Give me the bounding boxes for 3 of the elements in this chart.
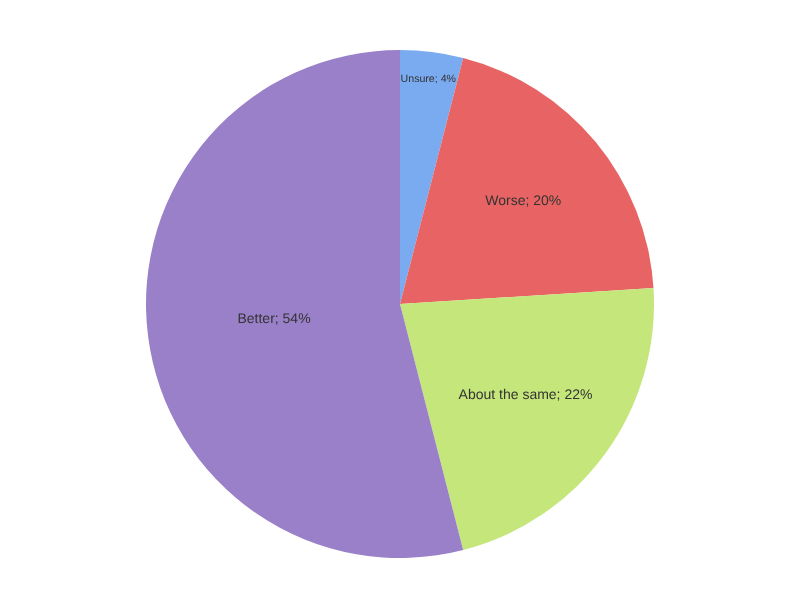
pie-slice [400, 288, 654, 551]
pie-slice [400, 50, 464, 304]
pie-slice [400, 57, 654, 304]
